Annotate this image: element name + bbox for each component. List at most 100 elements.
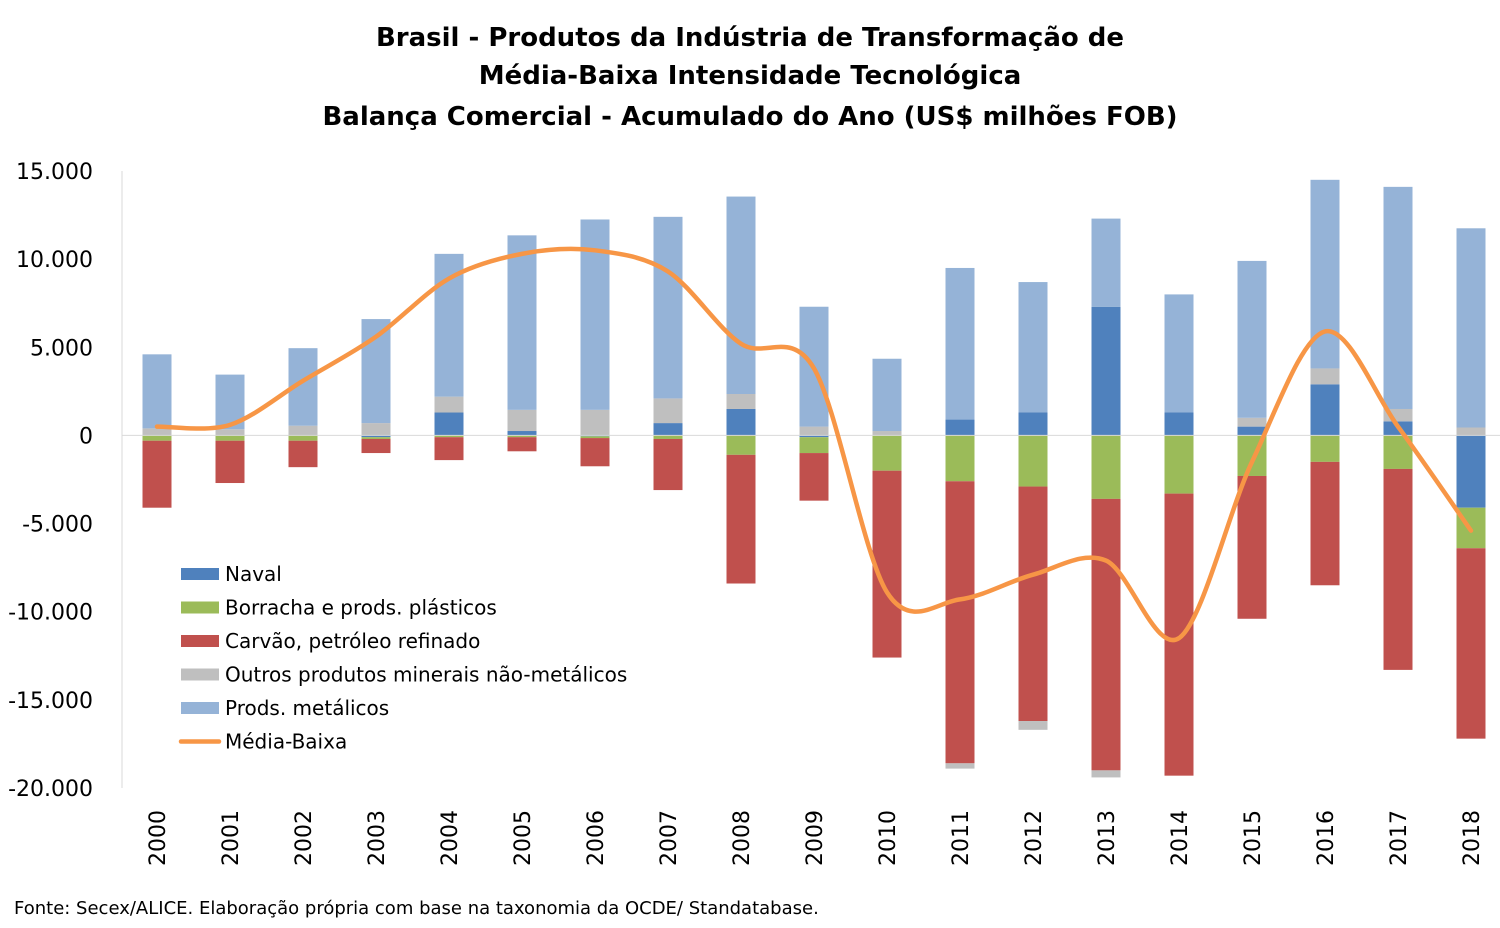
bar-2001-series-3	[215, 429, 245, 436]
y-tick-label: -5.000	[22, 513, 93, 538]
x-tick-label: 2005	[511, 810, 536, 866]
bar-2002-series-2	[288, 440, 318, 468]
bar-2003-series-2	[361, 438, 391, 454]
bar-2016-series-0	[1310, 384, 1340, 436]
bar-2008-series-2	[726, 454, 756, 584]
bar-2015-series-0	[1237, 426, 1267, 436]
x-tick-label: 2012	[1022, 810, 1047, 866]
x-tick-label: 2008	[730, 810, 755, 866]
bar-2015-series-2	[1237, 475, 1267, 619]
x-tick-label: 2004	[438, 810, 463, 866]
legend-label-3: Outros produtos minerais não-metálicos	[225, 663, 627, 687]
y-tick-label: 15.000	[16, 160, 93, 185]
x-tick-label: 2014	[1168, 810, 1193, 866]
bar-2008-series-0	[726, 408, 756, 436]
y-tick-label: 0	[79, 424, 93, 449]
x-tick-label: 2003	[365, 810, 390, 866]
bar-2007-series-0	[653, 423, 683, 436]
x-tick-label: 2002	[292, 810, 317, 866]
line-series-media-baixa	[154, 246, 1474, 643]
bar-2001-series-1	[215, 435, 245, 441]
bar-2004-series-1	[434, 435, 464, 438]
bar-2003-series-0	[361, 435, 391, 438]
bar-2012-series-3	[1018, 721, 1048, 730]
legend-label-0: Naval	[225, 562, 282, 586]
x-tick-label: 2011	[949, 810, 974, 866]
x-tick-label: 2013	[1095, 810, 1120, 866]
bar-2006-series-1	[580, 436, 610, 439]
x-tick-label: 2001	[219, 810, 244, 866]
legend-label-line: Média-Baixa	[225, 730, 347, 754]
bar-2012-series-2	[1018, 486, 1048, 722]
chart-title-line-2: Média-Baixa Intensidade Tecnológica	[478, 61, 1022, 91]
bar-2007-series-2	[653, 438, 683, 491]
legend-swatch-1	[181, 601, 219, 614]
bar-2014-series-1	[1164, 435, 1194, 494]
x-tick-label: 2010	[876, 810, 901, 866]
bar-2009-series-2	[799, 453, 829, 501]
bar-2013-series-2	[1091, 498, 1121, 771]
bar-2000-series-2	[142, 440, 172, 508]
bar-2007-series-4	[653, 216, 683, 399]
bar-2009-series-3	[799, 426, 829, 436]
x-tick-label: 2015	[1241, 810, 1266, 866]
bar-2014-series-4	[1164, 294, 1194, 413]
bar-2011-series-0	[945, 419, 975, 436]
bar-2005-series-1	[507, 435, 537, 438]
bar-2011-series-4	[945, 267, 975, 420]
legend-swatch-2	[181, 635, 219, 647]
bar-2013-series-0	[1091, 306, 1121, 436]
bar-2002-series-1	[288, 435, 318, 441]
bar-2005-series-2	[507, 437, 537, 452]
bar-2007-series-1	[653, 435, 683, 439]
bar-2010-series-2	[872, 470, 902, 658]
legend: Naval Borracha e prods. plásticos Carvão, …	[178, 562, 627, 754]
bar-2000-series-1	[142, 435, 172, 441]
x-tick-label: 2006	[584, 810, 609, 866]
bar-2006-series-3	[580, 409, 610, 436]
legend-label-4: Prods. metálicos	[225, 696, 389, 720]
bar-2005-series-0	[507, 431, 537, 436]
bar-2011-series-2	[945, 481, 975, 764]
bar-2012-series-4	[1018, 282, 1048, 413]
bar-2013-series-4	[1091, 218, 1121, 307]
bar-2017-series-2	[1383, 468, 1413, 670]
x-tick-label: 2000	[146, 810, 171, 866]
x-tick-label: 2018	[1460, 810, 1485, 866]
bar-2008-series-1	[726, 435, 756, 455]
line-layer	[154, 246, 1474, 643]
bars-layer	[142, 179, 1486, 778]
chart-title-line-3: Balança Comercial - Acumulado do Ano (US…	[322, 102, 1178, 132]
bar-2009-series-0	[799, 435, 829, 438]
x-tick-label: 2017	[1387, 810, 1412, 866]
bar-2000-series-4	[142, 354, 172, 429]
bar-2012-series-0	[1018, 412, 1048, 436]
bar-2017-series-4	[1383, 186, 1413, 409]
bar-2018-series-4	[1456, 228, 1486, 428]
x-tick-label: 2007	[657, 810, 682, 866]
y-tick-label: 10.000	[16, 248, 93, 273]
y-tick-label: -10.000	[8, 601, 93, 626]
bar-2004-series-3	[434, 396, 464, 413]
bar-2014-series-0	[1164, 412, 1194, 436]
bar-2018-series-2	[1456, 548, 1486, 739]
bar-2016-series-2	[1310, 461, 1340, 586]
bar-2008-series-3	[726, 394, 756, 409]
bar-2003-series-3	[361, 423, 391, 436]
bar-2013-series-1	[1091, 435, 1121, 499]
source-note: Fonte: Secex/ALICE. Elaboração própria c…	[14, 898, 819, 919]
legend-swatch-4	[181, 702, 219, 714]
bar-2005-series-4	[507, 235, 537, 410]
bar-2014-series-2	[1164, 493, 1194, 776]
bar-2015-series-4	[1237, 260, 1267, 418]
bar-2004-series-2	[434, 437, 464, 461]
chart-plot-area: 15.000 10.000 5.000 0 -5.000 -10.000 -15.000 -2…	[8, 160, 1500, 866]
bar-2016-series-1	[1310, 435, 1340, 462]
bar-2018-series-0	[1456, 435, 1486, 508]
bar-2011-series-1	[945, 435, 975, 482]
legend-swatch-3	[181, 668, 219, 681]
axes-layer: 15.000 10.000 5.000 0 -5.000 -10.000 -15.000 -2…	[8, 160, 1500, 866]
bar-2012-series-1	[1018, 435, 1048, 487]
x-tick-label: 2016	[1314, 810, 1339, 866]
bar-2010-series-1	[872, 435, 902, 471]
